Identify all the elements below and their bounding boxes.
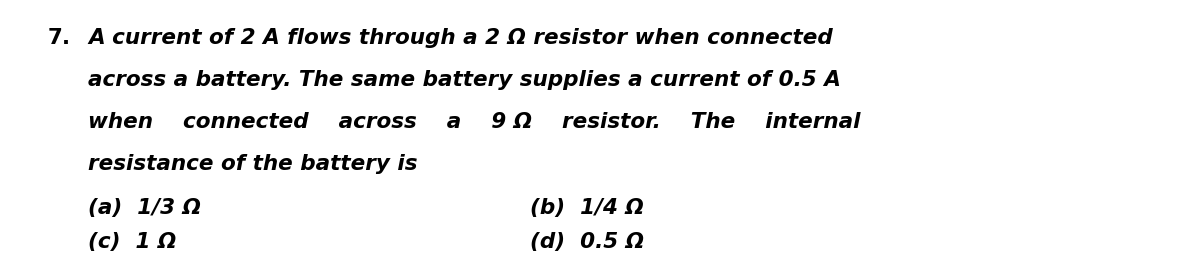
Text: when    connected    across    a    9 Ω    resistor.    The    internal: when connected across a 9 Ω resistor. Th…: [88, 112, 860, 132]
Text: (d)  0.5 Ω: (d) 0.5 Ω: [530, 232, 644, 252]
Text: across a battery. The same battery supplies a current of 0.5 A: across a battery. The same battery suppl…: [88, 70, 841, 90]
Text: (a)  1/3 Ω: (a) 1/3 Ω: [88, 198, 200, 218]
Text: (c)  1 Ω: (c) 1 Ω: [88, 232, 176, 252]
Text: resistance of the battery is: resistance of the battery is: [88, 154, 418, 174]
Text: 7.: 7.: [48, 28, 71, 48]
Text: A current of 2 A flows through a 2 Ω resistor when connected: A current of 2 A flows through a 2 Ω res…: [88, 28, 833, 48]
Text: (b)  1/4 Ω: (b) 1/4 Ω: [530, 198, 643, 218]
